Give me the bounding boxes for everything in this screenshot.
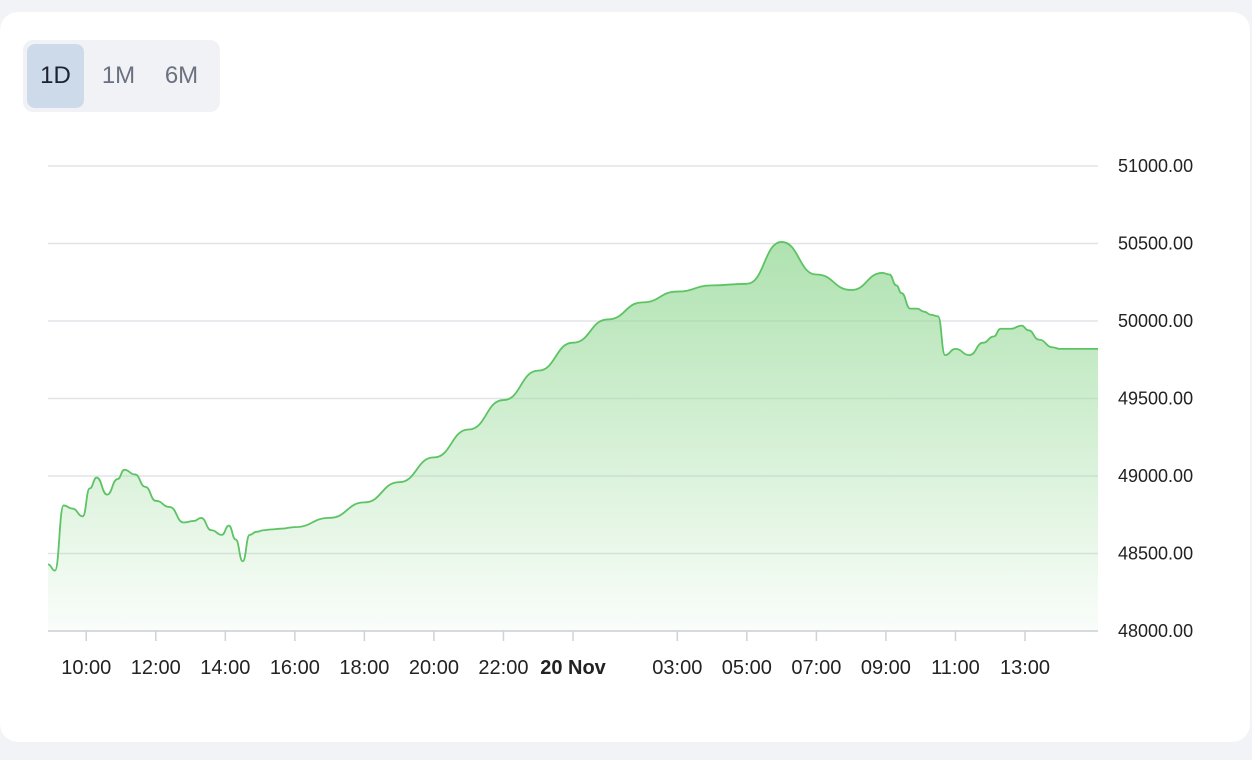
x-tick-label: 11:00: [931, 657, 980, 679]
y-tick-label: 49000.00: [1118, 466, 1193, 486]
y-tick-label: 51000.00: [1118, 156, 1193, 176]
y-tick-label: 50000.00: [1118, 311, 1193, 331]
series-area: [47, 241, 1098, 631]
range-1m-button[interactable]: 1M: [101, 62, 136, 89]
y-tick-label: 48500.00: [1118, 544, 1193, 564]
x-tick-label: 13:00: [1000, 657, 1050, 679]
y-axis: 48000.00 48500.00 49000.00 49500.00 50000.00…: [1118, 156, 1193, 641]
price-line: [47, 241, 1098, 572]
x-tick-label: 16:00: [270, 657, 320, 679]
range-1d-button[interactable]: 1D: [27, 44, 84, 108]
x-tick-label: 09:00: [861, 657, 911, 679]
x-tick-label: 10:00: [61, 657, 111, 679]
x-tick-label: 18:00: [339, 657, 389, 679]
y-tick-label: 50500.00: [1118, 234, 1193, 254]
x-tick-label: 05:00: [722, 657, 772, 679]
y-tick-label: 49500.00: [1118, 389, 1193, 409]
x-tick-label: 20:00: [409, 657, 459, 679]
x-tick-label: 07:00: [791, 657, 841, 679]
range-6m-button[interactable]: 6M: [164, 62, 199, 89]
x-tick-label: 03:00: [652, 657, 702, 679]
x-tick-label: 20 Nov: [540, 657, 606, 679]
x-axis: 10:00 12:00 14:00 16:00 18:00 20:00 22:00 20 No…: [48, 630, 1098, 679]
range-selector: 1D 1M 6M: [23, 40, 220, 112]
y-tick-label: 48000.00: [1118, 621, 1193, 641]
x-tick-label: 12:00: [131, 657, 181, 679]
x-tick-label: 22:00: [478, 657, 528, 679]
area-fill: [48, 241, 1098, 631]
x-tick-label: 14:00: [200, 657, 250, 679]
